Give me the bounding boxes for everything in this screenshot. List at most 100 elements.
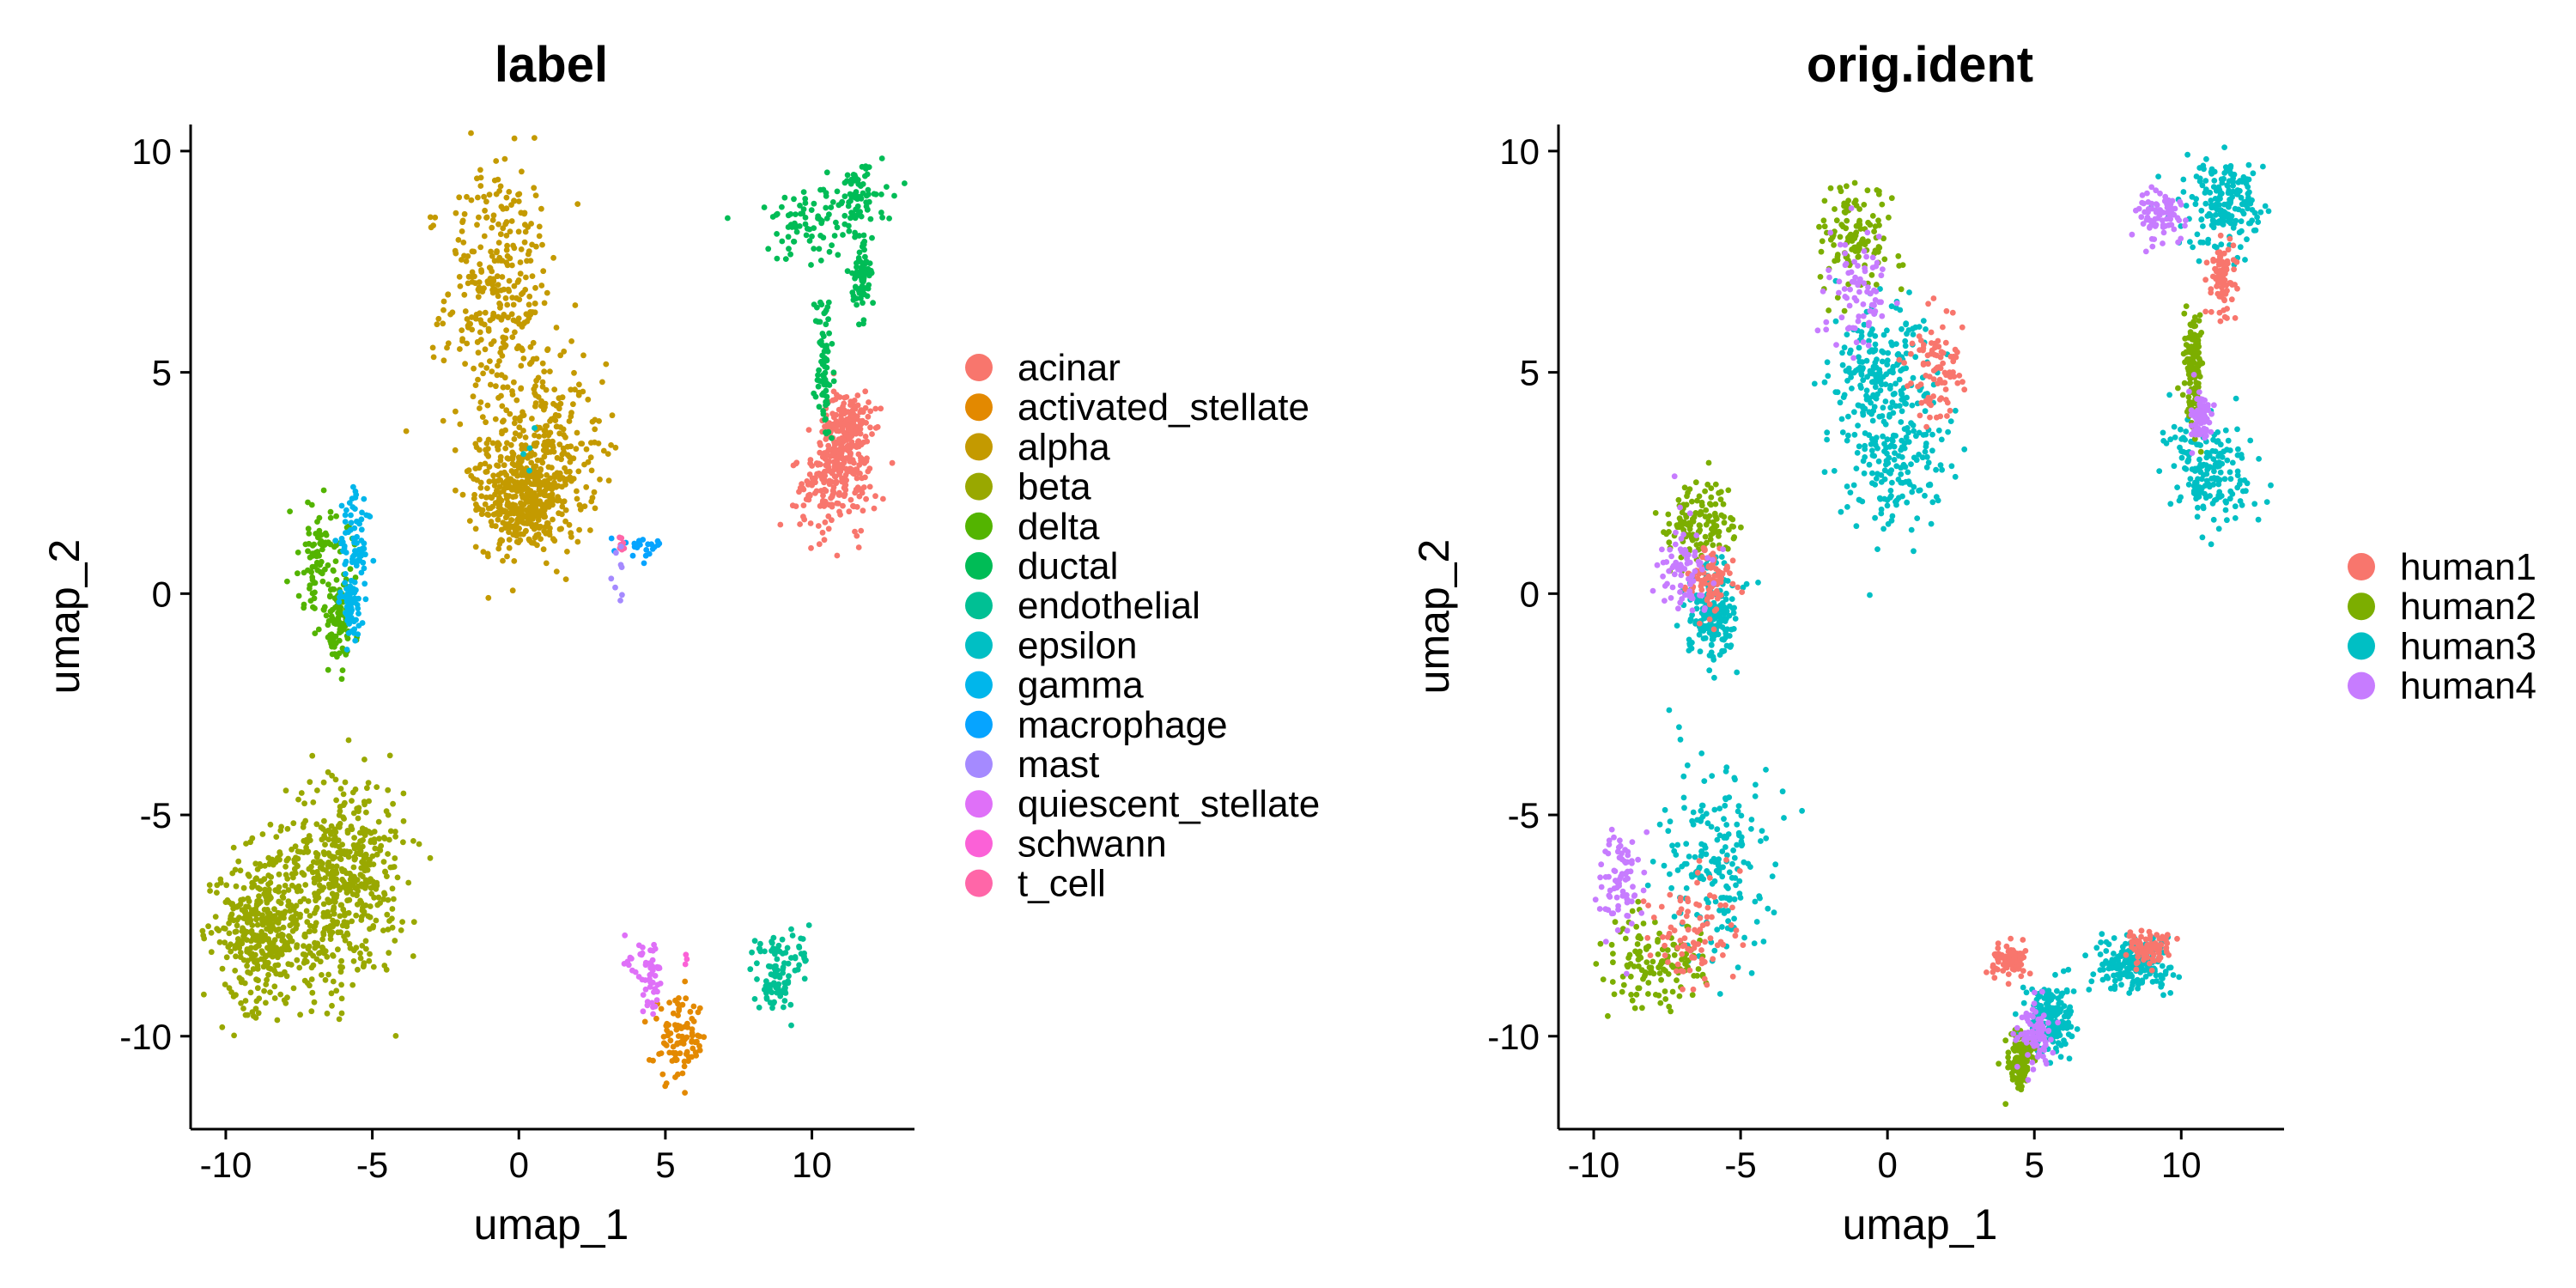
scatter-point [1662,996,1669,1002]
scatter-point [1882,398,1889,404]
scatter-point [329,1002,335,1009]
scatter-point [1904,499,1911,506]
scatter-point [830,388,837,395]
scatter-point [2193,196,2200,203]
legend-swatch [965,750,993,778]
scatter-point [247,989,254,996]
scatter-point [518,345,525,351]
scatter-point [483,365,490,371]
scatter-point [831,233,838,239]
scatter-point [641,560,647,567]
scatter-point [497,349,504,355]
scatter-point [380,927,386,933]
scatter-point [527,343,534,350]
scatter-point [562,465,568,471]
scatter-point [577,506,584,513]
scatter-point [1730,847,1736,854]
scatter-point [391,896,397,902]
scatter-point [254,933,260,939]
scatter-point [517,518,524,525]
scatter-point [1844,504,1850,510]
scatter-point [538,523,544,530]
scatter-point [254,985,261,992]
scatter-point [468,130,474,137]
scatter-point [1671,951,1678,958]
scatter-point [1729,860,1735,867]
scatter-point [495,240,502,246]
scatter-point [331,568,337,574]
scatter-point [822,369,829,376]
scatter-point [330,978,337,985]
scatter-point [2239,455,2245,461]
scatter-point [1910,374,1917,381]
scatter-point [342,580,349,586]
scatter-point [403,428,410,434]
scatter-point [1709,773,1716,779]
scatter-point [489,289,496,296]
scatter-point [825,513,832,519]
label-points-schwann [682,951,690,968]
scatter-point [1781,815,1787,821]
scatter-point [663,1080,670,1086]
scatter-point [629,552,636,559]
scatter-point [1711,806,1718,813]
scatter-point [647,979,653,986]
scatter-point [858,183,864,190]
scatter-point [2142,974,2149,980]
scatter-point [331,854,338,860]
scatter-point [305,526,312,532]
scatter-point [558,526,564,532]
legend-item: beta [965,466,1091,508]
scatter-point [1712,615,1719,622]
scatter-point [2222,427,2229,434]
scatter-point [522,287,529,293]
scatter-point [788,1022,794,1029]
scatter-point [1891,443,1898,450]
scatter-point [1710,656,1717,663]
scatter-point [504,262,511,269]
scatter-point [332,898,338,905]
scatter-point [2230,224,2237,231]
scatter-point [859,283,866,289]
scatter-point [820,410,827,417]
scatter-point [643,547,650,553]
scatter-point [1668,884,1674,891]
scatter-point [349,981,356,988]
scatter-point [253,916,259,923]
scatter-point [1844,483,1850,489]
scatter-point [483,198,489,205]
scatter-point [2171,423,2178,430]
scatter-point [808,207,815,214]
scatter-point [459,228,465,234]
scatter-point [840,465,847,471]
scatter-point [316,888,323,895]
scatter-point [1911,483,1917,490]
scatter-point [468,314,475,320]
scatter-point [1856,344,1862,351]
scatter-point [1849,386,1855,392]
scatter-point [2221,448,2227,455]
legend-label: schwann [1018,823,1167,865]
scatter-point [494,488,500,494]
scatter-point [823,193,829,199]
scatter-point [2108,985,2114,992]
scatter-point [871,191,878,197]
scatter-point [532,135,538,142]
scatter-point [1720,648,1726,654]
scatter-point [249,922,256,928]
scatter-point [818,337,824,344]
scatter-point [307,928,313,935]
scatter-point [553,483,559,490]
scatter-point [440,417,447,424]
scatter-point [2208,204,2215,211]
scatter-point [869,431,875,437]
scatter-point [347,945,354,951]
scatter-point [380,859,387,865]
scatter-point [330,872,337,879]
scatter-point [568,410,574,416]
scatter-point [318,558,325,565]
scatter-point [809,475,816,482]
scatter-point [488,248,494,255]
scatter-point [841,400,848,407]
scatter-point [268,874,275,880]
